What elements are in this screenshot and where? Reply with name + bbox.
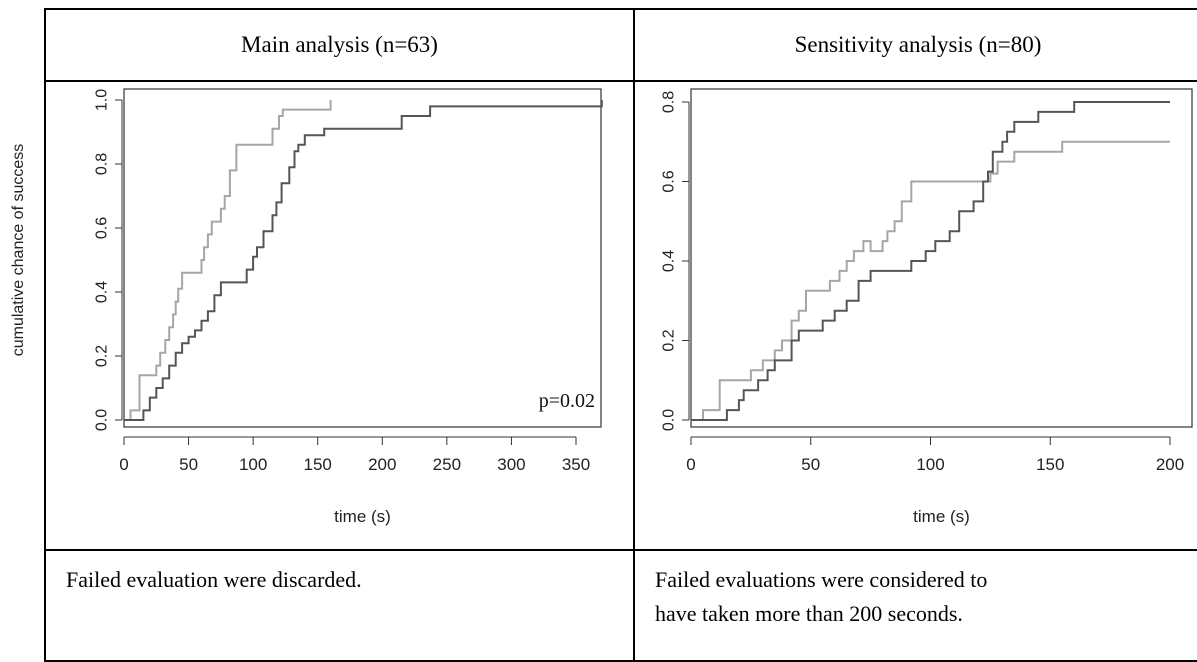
x-tick-label: 350 <box>562 455 590 474</box>
y-axis-label: cumulative chance of success <box>10 143 27 357</box>
panel-title-sensitivity: Sensitivity analysis (n=80) <box>633 8 1197 82</box>
x-tick-label: 200 <box>1156 455 1184 474</box>
plot-box <box>123 88 602 428</box>
x-tick-label: 0 <box>686 455 695 474</box>
y-tick-label: 0.2 <box>661 329 678 351</box>
series-line-1 <box>124 100 332 421</box>
series-line-1 <box>691 140 1170 421</box>
x-tick-label: 200 <box>368 455 396 474</box>
x-tick-label: 300 <box>497 455 525 474</box>
main-analysis-chart: 0.0 0.2 0.4 0.6 0.8 1.0 0 50 100 150 200 250 300 350 t… <box>94 88 603 526</box>
caption-sensitivity-line-2: have taken more than 200 seconds. <box>655 601 963 626</box>
y-tick-label: 0.0 <box>94 409 111 431</box>
y-tick-label: 0.4 <box>94 281 111 303</box>
caption-sensitivity: Failed evaluations were considered to ha… <box>633 549 1197 662</box>
y-tick-label: 0.4 <box>661 250 678 272</box>
x-tick-label: 50 <box>801 455 820 474</box>
caption-main-line-1: Failed evaluation were discarded. <box>66 567 362 592</box>
x-tick-label: 250 <box>433 455 461 474</box>
caption-sensitivity-line-1: Failed evaluations were considered to <box>655 567 988 592</box>
plot-cell-main: 0.0 0.2 0.4 0.6 0.8 1.0 0 50 100 150 200 250 300 350 t… <box>44 80 635 551</box>
sensitivity-analysis-chart: 0.0 0.2 0.4 0.6 0.8 0 50 100 150 200 time (s) <box>661 88 1193 526</box>
y-tick-label: 1.0 <box>94 89 111 111</box>
series-line-2 <box>124 100 603 421</box>
plot-cell-sensitivity: 0.0 0.2 0.4 0.6 0.8 0 50 100 150 200 time (s) <box>633 80 1197 551</box>
y-tick-label: 0.0 <box>661 409 678 431</box>
y-tick-label: 0.8 <box>661 91 678 113</box>
series-line-2 <box>691 101 1170 421</box>
x-tick-label: 0 <box>119 455 128 474</box>
y-tick-label: 0.2 <box>94 345 111 367</box>
y-tick-label: 0.6 <box>94 217 111 239</box>
x-axis-title: time (s) <box>913 507 970 526</box>
x-tick-label: 100 <box>916 455 944 474</box>
plot-box <box>690 88 1193 428</box>
p-value-annotation: p=0.02 <box>539 390 595 412</box>
x-tick-label: 150 <box>304 455 332 474</box>
x-tick-label: 150 <box>1036 455 1064 474</box>
caption-main: Failed evaluation were discarded. <box>44 549 635 662</box>
figure-grid: Main analysis (n=63) Sensitivity analysi… <box>44 8 1197 662</box>
x-tick-label: 50 <box>179 455 198 474</box>
y-tick-label: 0.8 <box>94 153 111 175</box>
panel-title-main: Main analysis (n=63) <box>44 8 635 82</box>
x-tick-label: 100 <box>239 455 267 474</box>
x-axis-title: time (s) <box>334 507 391 526</box>
y-tick-label: 0.6 <box>661 170 678 192</box>
